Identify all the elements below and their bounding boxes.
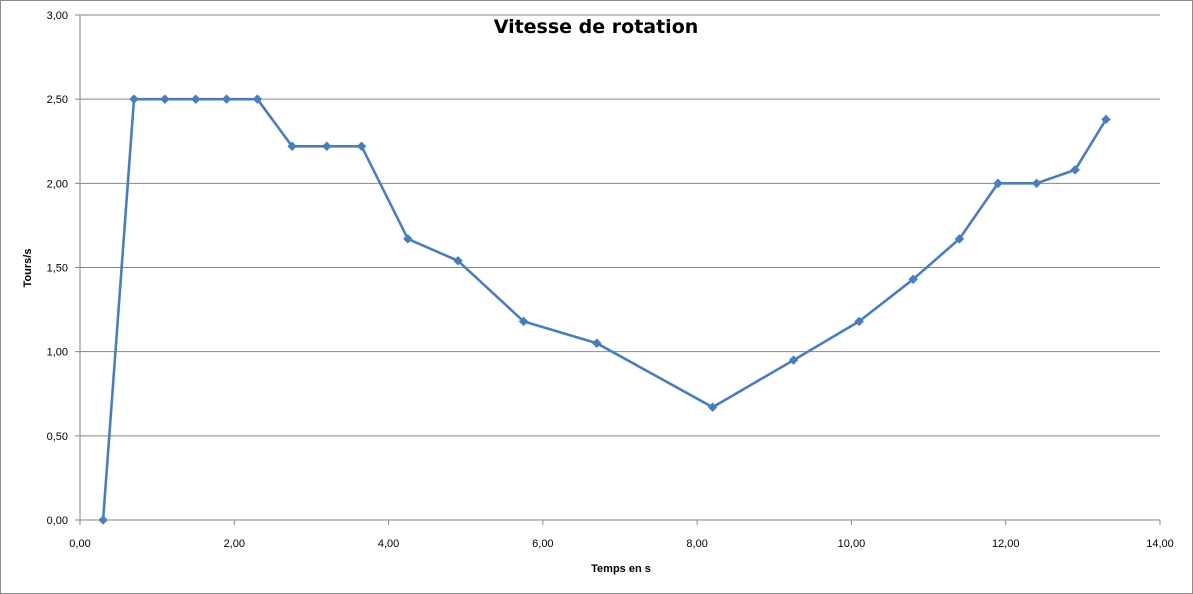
data-point xyxy=(287,141,297,152)
x-tick-label: 4,00 xyxy=(378,538,399,550)
series-line xyxy=(101,97,1108,521)
data-point xyxy=(403,234,413,244)
data-point xyxy=(252,94,263,105)
x-tick-label: 6,00 xyxy=(532,538,553,550)
x-tick-label: 10,00 xyxy=(838,538,866,550)
y-tick-label: 1,00 xyxy=(47,347,68,359)
x-tick-label: 14,00 xyxy=(1146,538,1174,550)
data-point xyxy=(788,355,799,365)
x-tick-label: 12,00 xyxy=(992,538,1020,550)
y-tick-label: 2,00 xyxy=(47,178,68,190)
data-point xyxy=(356,141,367,152)
y-tick-label: 1,50 xyxy=(47,263,68,275)
data-point xyxy=(1070,165,1080,175)
data-point xyxy=(453,255,463,266)
data-point xyxy=(854,316,864,327)
data-point xyxy=(707,402,718,413)
x-tick-label: 2,00 xyxy=(224,538,245,550)
data-point xyxy=(322,141,332,152)
x-tick-label: 8,00 xyxy=(686,538,707,550)
data-point xyxy=(954,234,965,244)
data-point xyxy=(908,274,918,285)
data-point xyxy=(221,94,232,105)
chart-title: Vitesse de rotation xyxy=(494,16,699,38)
x-tick-label: 0,00 xyxy=(69,538,90,550)
y-axis-title: Tours/s xyxy=(22,249,34,288)
y-tick-label: 0,00 xyxy=(47,515,68,527)
data-point xyxy=(160,94,170,105)
x-axis-title: Temps en s xyxy=(591,563,651,575)
data-point xyxy=(98,515,108,525)
data-point xyxy=(993,178,1003,189)
data-point xyxy=(190,94,201,105)
data-point xyxy=(129,94,139,105)
y-tick-label: 3,00 xyxy=(47,10,68,22)
y-tick-label: 2,50 xyxy=(47,94,68,106)
data-point xyxy=(518,316,529,327)
data-point xyxy=(1031,178,1042,189)
y-tick-label: 0,50 xyxy=(47,431,68,443)
gridlines xyxy=(75,14,1161,525)
data-point xyxy=(1101,114,1111,125)
x-tick-labels: 0,00 2,00 4,00 6,00 8,00 10,00 12,00 14,00 xyxy=(69,538,1173,550)
axes xyxy=(79,15,1160,521)
data-point xyxy=(592,338,602,349)
series-layer xyxy=(98,94,1111,525)
y-tick-labels: 0,00 0,50 1,00 1,50 2,00 2,50 3,00 xyxy=(47,10,68,527)
